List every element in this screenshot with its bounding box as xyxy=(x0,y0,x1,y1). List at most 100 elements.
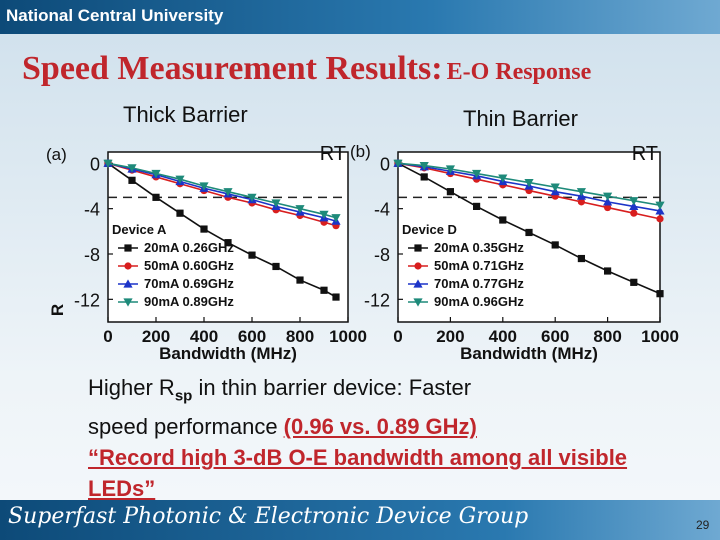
left-legend-marker-2 xyxy=(123,279,133,288)
left-series-0-point xyxy=(272,262,280,271)
left-x-tick-label: 0 xyxy=(103,327,112,346)
right-series-0-point xyxy=(577,254,585,263)
right-series-0-point xyxy=(499,216,507,224)
right-series-3-point xyxy=(550,183,560,192)
left-series-0-point xyxy=(128,176,136,184)
left-series-3-point xyxy=(175,175,185,184)
left-series-0-point xyxy=(296,276,304,284)
right-series-3-point xyxy=(629,197,639,206)
right-series-1-point xyxy=(656,215,664,223)
university-name: National Central University xyxy=(6,6,224,25)
record-quote: “Record high 3-dB O-E bandwidth among al… xyxy=(88,445,628,502)
left-x-tick-label: 200 xyxy=(142,327,170,346)
left-series-0-point xyxy=(224,239,232,247)
right-y-tick-label: -8 xyxy=(374,245,390,265)
right-series-0-point xyxy=(604,267,612,275)
left-series-0-point xyxy=(152,193,160,201)
left-series-3-point xyxy=(151,169,161,179)
right-series-0-point xyxy=(473,202,481,210)
right-x-tick-label: 600 xyxy=(541,327,569,346)
left-series-3-point xyxy=(331,214,341,223)
left-y-tick-label: -8 xyxy=(84,245,100,265)
footer-band xyxy=(0,500,720,540)
right-series-2-point xyxy=(603,197,613,206)
left-series-0-point xyxy=(200,225,208,233)
right-y-tick-label: 0 xyxy=(380,154,390,174)
right-device-label: Device D xyxy=(402,222,457,237)
right-series-3-point xyxy=(576,188,586,197)
left-legend-entry-3: 90mA 0.89GHz xyxy=(144,294,234,309)
body-line-1: Higher Rsp in thin barrier device: Faste… xyxy=(88,372,688,411)
right-x-tick-label: 0 xyxy=(393,327,402,346)
right-series-0-point xyxy=(525,228,533,237)
right-series-1-point xyxy=(577,198,586,206)
left-series-3-point xyxy=(319,210,329,219)
left-series-3-point xyxy=(103,159,113,168)
left-device-label: Device A xyxy=(112,222,167,237)
left-series-3-point xyxy=(247,193,257,202)
left-series-3-point xyxy=(223,188,233,197)
right-x-tick-label: 800 xyxy=(593,327,621,346)
left-x-tick-label: 600 xyxy=(238,327,266,346)
left-series-0-point xyxy=(320,286,328,294)
right-series-0-point xyxy=(446,188,454,196)
right-panel-tag: (b) xyxy=(350,142,371,161)
body-line-1-sub: sp xyxy=(174,387,193,405)
right-series-1-point xyxy=(630,209,638,217)
body-line-2-pre: speed performance xyxy=(88,414,284,440)
right-legend-entry-2: 70mA 0.77GHz xyxy=(434,276,524,291)
right-legend-entry-0: 20mA 0.35GHz xyxy=(434,240,524,255)
left-plot-frame xyxy=(107,151,349,323)
right-condition-label: RT xyxy=(632,143,658,165)
left-x-axis-label: Bandwidth (MHz) xyxy=(159,344,297,363)
right-series-3-point xyxy=(445,165,455,174)
left-series-3-point xyxy=(295,205,305,214)
right-series-0-point xyxy=(630,278,638,286)
right-legend-marker-3 xyxy=(413,298,423,307)
title-main: Speed Measurement Results: xyxy=(22,50,443,87)
left-y-tick-label: -4 xyxy=(84,200,100,220)
left-y-axis-label: R xyxy=(48,304,67,316)
left-legend-marker-0 xyxy=(124,244,132,252)
page-number: 29 xyxy=(696,518,710,532)
header-band xyxy=(0,0,720,34)
right-series-0-point xyxy=(551,241,559,249)
left-series-3-point xyxy=(127,164,137,173)
right-series-2-point xyxy=(655,206,665,215)
slide-title: Speed Measurement Results: E-O Response xyxy=(22,50,591,88)
right-y-tick-label: -12 xyxy=(364,290,390,310)
right-series-1-point xyxy=(604,203,612,212)
right-x-tick-label: 400 xyxy=(489,327,517,346)
left-legend-entry-0: 20mA 0.26GHz xyxy=(144,240,234,255)
left-condition-label: RT xyxy=(320,143,346,165)
right-series-0-point xyxy=(420,173,428,181)
left-x-tick-label: 800 xyxy=(286,327,314,346)
right-legend-entry-3: 90mA 0.96GHz xyxy=(434,294,524,309)
right-x-axis-label: Bandwidth (MHz) xyxy=(460,344,598,363)
left-legend-marker-3 xyxy=(123,298,133,307)
body-line-1-post: in thin barrier device: Faster xyxy=(192,375,472,400)
left-series-0-point xyxy=(248,251,256,259)
body-line-1-pre: Higher R xyxy=(88,375,175,400)
right-legend-marker-2 xyxy=(413,279,423,288)
left-y-tick-label: -12 xyxy=(74,290,100,310)
left-series-3-point xyxy=(271,199,281,208)
right-legend-marker-0 xyxy=(414,244,422,252)
right-x-tick-label: 1000 xyxy=(641,327,679,346)
left-panel-tag: (a) xyxy=(46,145,67,164)
right-series-3-point xyxy=(419,162,429,171)
body-line-2: speed performance (0.96 vs. 0.89 GHz) xyxy=(88,411,688,442)
right-series-3-point xyxy=(603,192,613,201)
group-name: Superfast Photonic & Electronic Device G… xyxy=(8,504,529,529)
right-panel-heading: Thin Barrier xyxy=(463,106,578,131)
left-x-tick-label: 400 xyxy=(190,327,218,346)
body-text: Higher Rsp in thin barrier device: Faste… xyxy=(88,372,688,504)
right-legend-marker-1 xyxy=(414,262,422,270)
right-series-3-point xyxy=(524,179,534,188)
left-legend-entry-1: 50mA 0.60GHz xyxy=(144,258,234,273)
right-series-2-point xyxy=(629,201,639,210)
left-panel-heading: Thick Barrier xyxy=(123,102,248,127)
right-series-3-point xyxy=(655,201,665,210)
title-sub: E-O Response xyxy=(446,59,592,85)
